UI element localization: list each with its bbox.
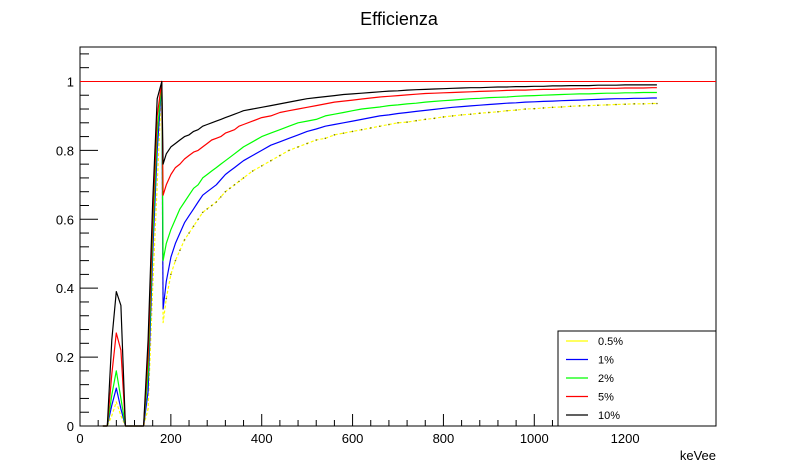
y-tick-label: 0 [67,419,74,434]
series-point-05 [560,106,563,108]
series-point-05 [306,142,308,145]
series-point-05 [170,273,172,276]
series-line-10 [102,80,657,427]
series-point-05 [260,165,263,167]
series-point-05 [242,177,245,179]
y-tick-label: 0.2 [56,350,74,365]
series-point-05 [297,146,299,148]
series-point-05 [251,170,254,172]
series-point-05 [270,159,272,162]
series-point-05 [451,115,454,117]
series-point-05 [597,104,599,107]
series-point-05 [651,102,654,105]
series-point-05 [469,113,472,115]
series-point-05 [238,180,240,183]
series-point-05 [215,201,218,203]
legend-label: 5% [598,392,614,404]
series-point-05 [229,187,231,190]
series-point-05 [424,118,427,121]
series-point-05 [351,130,354,133]
series-point-05 [379,125,381,128]
series-point-05 [224,190,227,193]
plot-frame [79,46,717,427]
series-point-05 [397,122,399,124]
series-point-05 [315,139,318,141]
x-tick-label: 600 [342,431,364,446]
x-tick-label: 800 [433,431,455,446]
series-point-05 [588,104,590,107]
series-point-05 [192,225,195,227]
series-point-05 [233,184,236,186]
series-point-05 [197,218,199,221]
series-point-05 [578,105,581,107]
series-point-05 [615,103,617,106]
x-tick-label: 200 [160,431,182,446]
x-tick-label: 0 [76,431,83,446]
x-tick-label: 1200 [611,431,640,446]
legend: 0.5% 1% 2% 5% 10% [557,330,717,427]
series-point-05 [360,128,363,131]
y-tick-label: 0.4 [56,281,74,296]
chart-title: Efficienza [360,9,439,29]
series-point-05 [388,123,390,126]
series-point-05 [179,249,181,252]
series-point-05 [524,108,526,110]
series-point-05 [460,114,463,116]
series-point-05 [656,102,658,105]
series-point-05 [369,127,372,129]
series-point-05 [174,259,177,262]
x-tick-label: 400 [251,431,273,446]
series-point-05 [542,107,545,109]
legend-label: 0.5% [598,336,623,348]
legend-label: 10% [598,410,620,422]
series-point-05 [624,103,626,105]
series-point-05 [515,109,517,111]
series-point-05 [551,106,554,109]
series-point-05 [606,104,608,106]
y-tick-label: 0.8 [56,143,74,158]
x-axis-label: keVee [680,448,716,463]
legend-label: 2% [598,373,614,385]
series-point-05 [183,239,186,241]
series-point-05 [506,109,508,112]
series-point-05 [478,112,481,114]
series-point-05 [488,111,490,114]
series-point-05 [569,105,572,108]
series-point-05 [342,132,345,134]
series-point-05 [333,134,336,136]
series-point-05 [406,121,408,123]
y-tick-label: 0.6 [56,212,74,227]
plot-area: 0 200 400 600 800 1000 1200 0 0.2 0.4 0.6 0.8 1 [56,46,717,446]
series-point-05 [642,103,645,105]
series-point-05 [279,154,281,157]
series-point-05 [533,107,536,110]
series-point-05 [324,137,327,140]
y-tick-label: 1 [67,74,74,89]
series-point-05 [201,211,204,214]
series-point-05 [288,149,290,152]
series-point-05 [220,196,222,198]
series-point-05 [497,110,499,113]
series-point-05 [165,297,168,300]
series-point-05 [433,117,436,120]
series-point-05 [206,208,208,210]
series-point-05 [442,116,445,118]
series-point-05 [210,204,213,207]
series-point-05 [188,232,190,234]
legend-label: 1% [598,355,614,367]
series-point-05 [415,119,417,122]
x-tick-label: 1000 [520,431,549,446]
series-point-05 [633,103,636,105]
